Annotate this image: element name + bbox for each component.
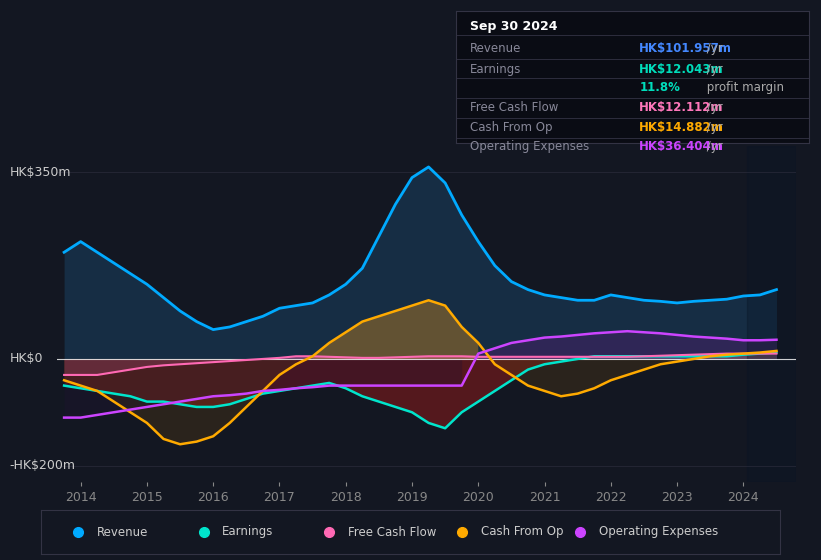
Text: Operating Expenses: Operating Expenses — [470, 140, 589, 153]
Text: /yr: /yr — [703, 120, 722, 133]
Text: Revenue: Revenue — [97, 525, 148, 539]
Text: HK$12.043m: HK$12.043m — [640, 63, 724, 76]
Text: Revenue: Revenue — [470, 41, 521, 54]
Text: profit margin: profit margin — [703, 81, 784, 94]
Text: /yr: /yr — [703, 101, 722, 114]
Text: Earnings: Earnings — [470, 63, 521, 76]
Text: Free Cash Flow: Free Cash Flow — [470, 101, 558, 114]
Text: /yr: /yr — [703, 140, 722, 153]
Text: /yr: /yr — [703, 63, 722, 76]
Text: HK$36.404m: HK$36.404m — [640, 140, 724, 153]
Text: Earnings: Earnings — [222, 525, 273, 539]
Bar — [746, 146, 796, 482]
Text: /yr: /yr — [703, 41, 722, 54]
Text: Sep 30 2024: Sep 30 2024 — [470, 21, 557, 34]
Text: -HK$200m: -HK$200m — [10, 459, 76, 472]
Text: Operating Expenses: Operating Expenses — [599, 525, 718, 539]
Text: Cash From Op: Cash From Op — [470, 120, 553, 133]
Text: HK$12.112m: HK$12.112m — [640, 101, 724, 114]
Text: HK$14.882m: HK$14.882m — [640, 120, 724, 133]
Text: Cash From Op: Cash From Op — [481, 525, 563, 539]
Text: HK$0: HK$0 — [10, 352, 43, 366]
Text: HK$101.957m: HK$101.957m — [640, 41, 732, 54]
Text: Free Cash Flow: Free Cash Flow — [348, 525, 436, 539]
Text: HK$350m: HK$350m — [10, 166, 71, 179]
Text: 11.8%: 11.8% — [640, 81, 680, 94]
